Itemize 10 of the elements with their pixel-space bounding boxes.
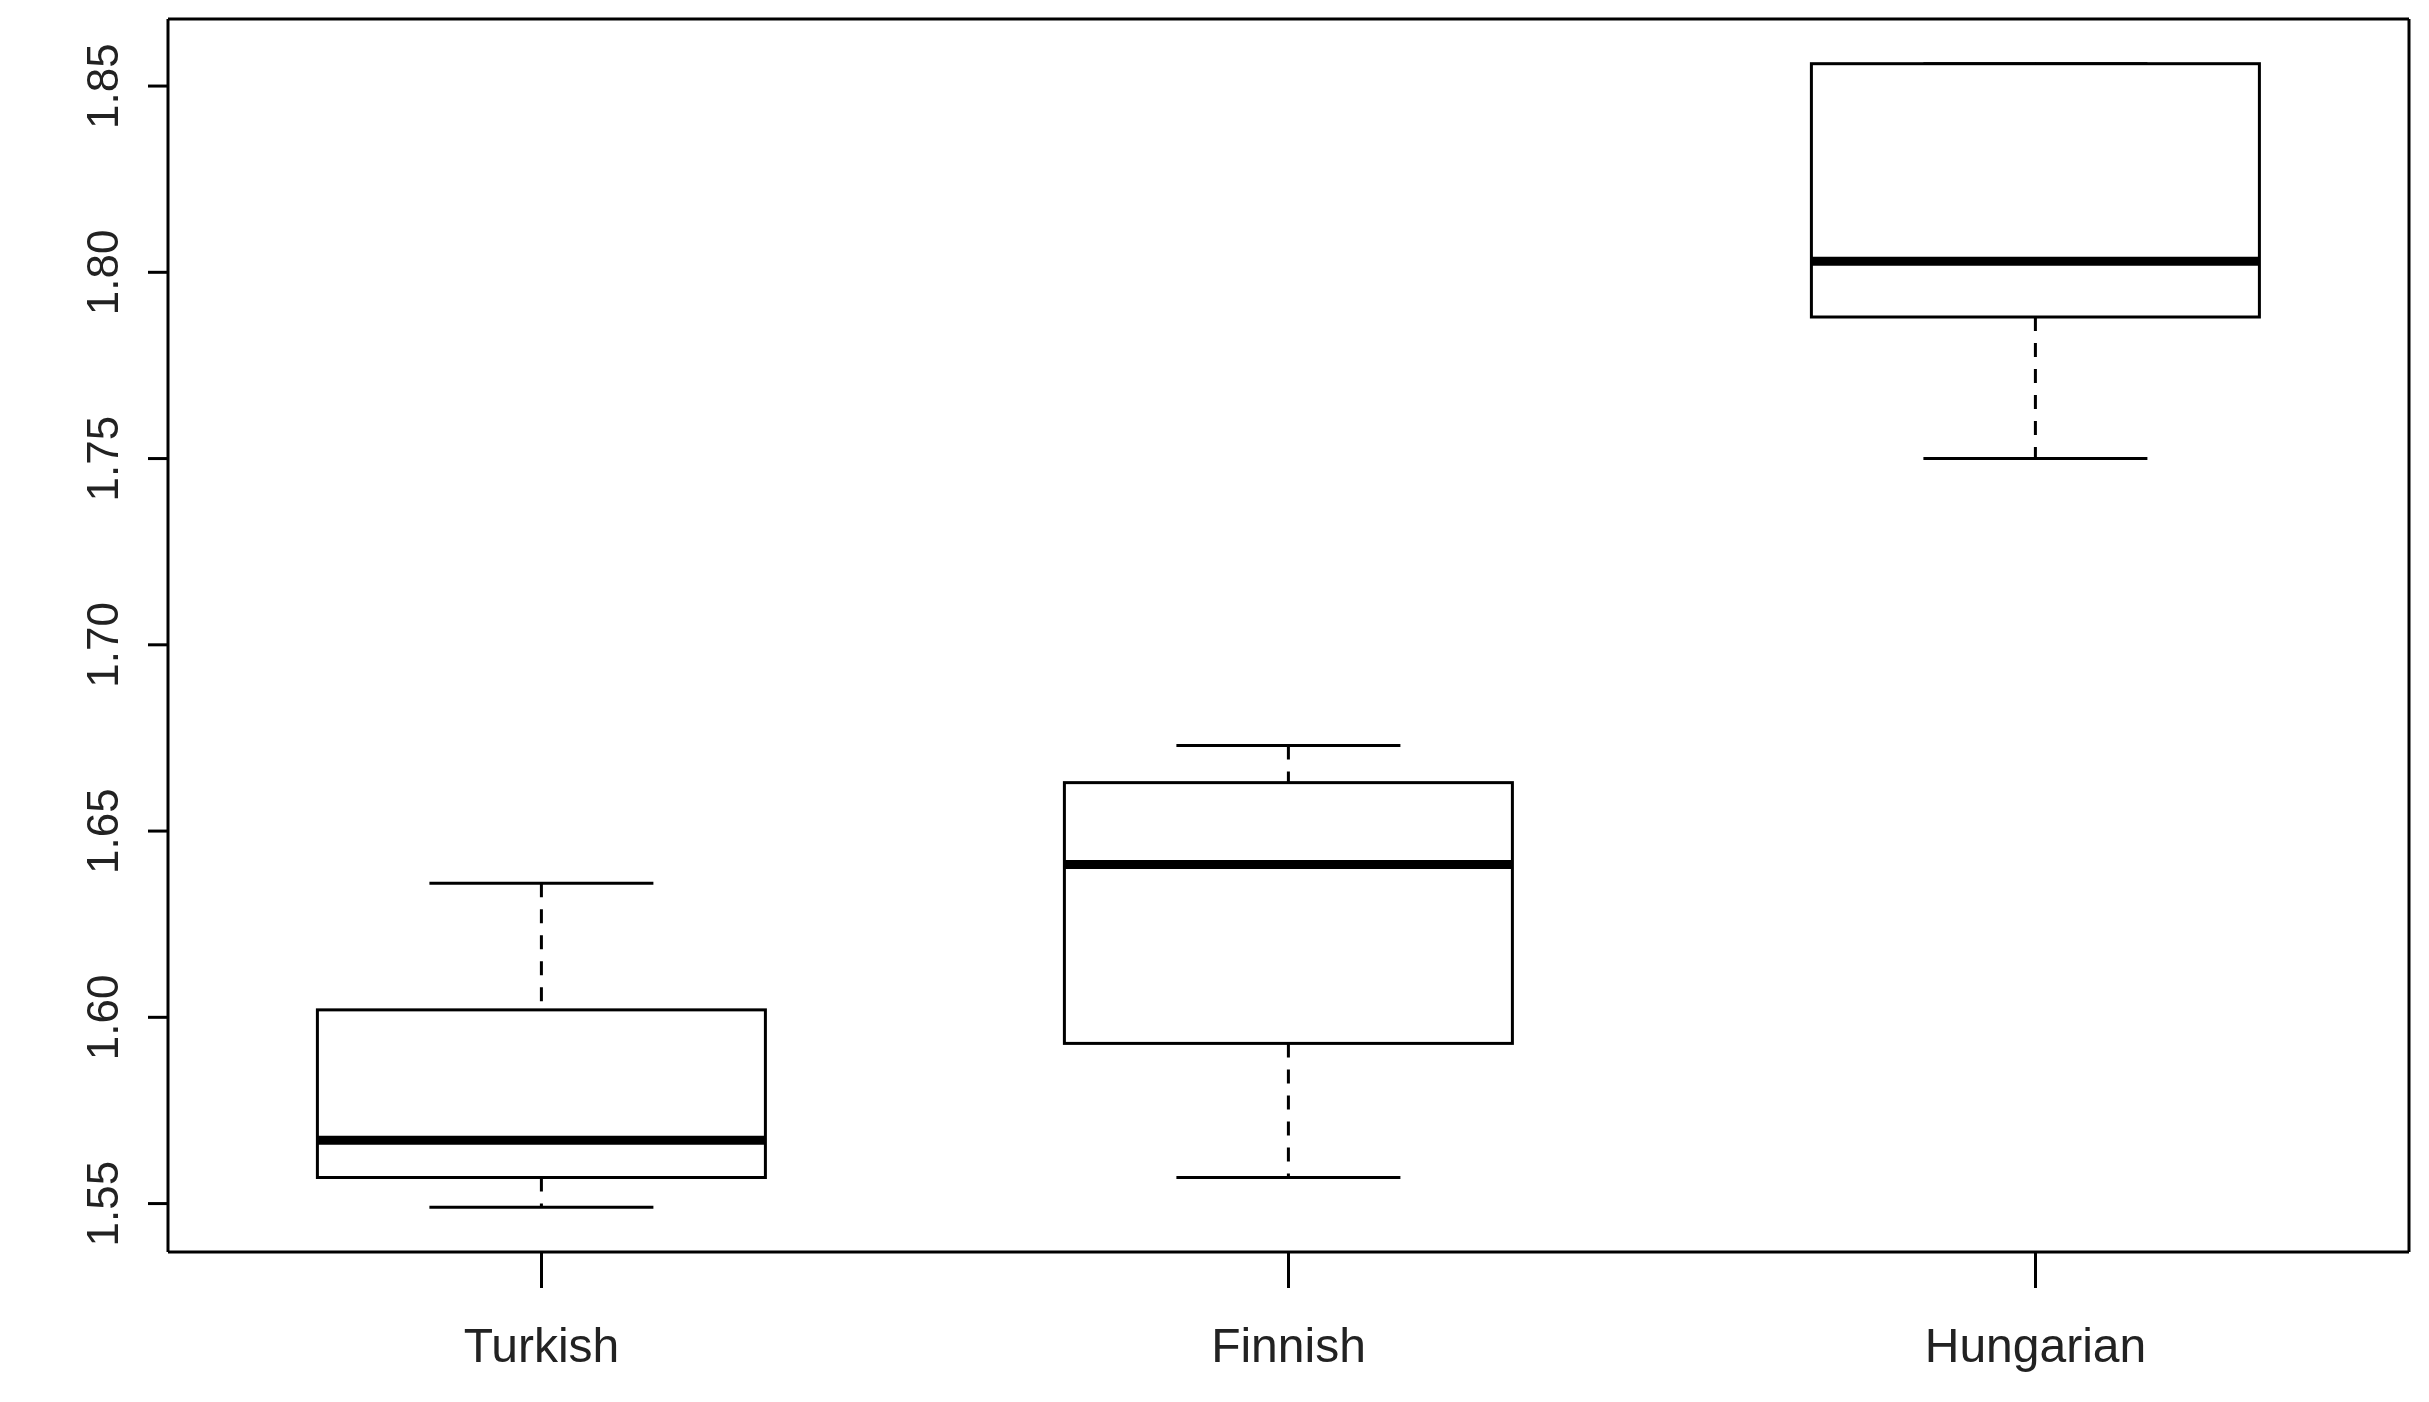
x-tick-label: Finnish (1211, 1319, 1366, 1373)
y-tick-label: 1.75 (78, 415, 127, 502)
y-tick-label: 1.80 (78, 229, 127, 316)
y-tick-label: 1.70 (78, 601, 127, 688)
x-tick-label: Hungarian (1924, 1319, 2147, 1373)
x-tick-label: Turkish (463, 1319, 620, 1373)
y-tick-label: 1.85 (78, 43, 127, 129)
y-tick-label: 1.65 (78, 788, 127, 874)
y-tick-label: 1.60 (78, 974, 127, 1061)
y-tick-label: 1.55 (78, 1160, 127, 1247)
